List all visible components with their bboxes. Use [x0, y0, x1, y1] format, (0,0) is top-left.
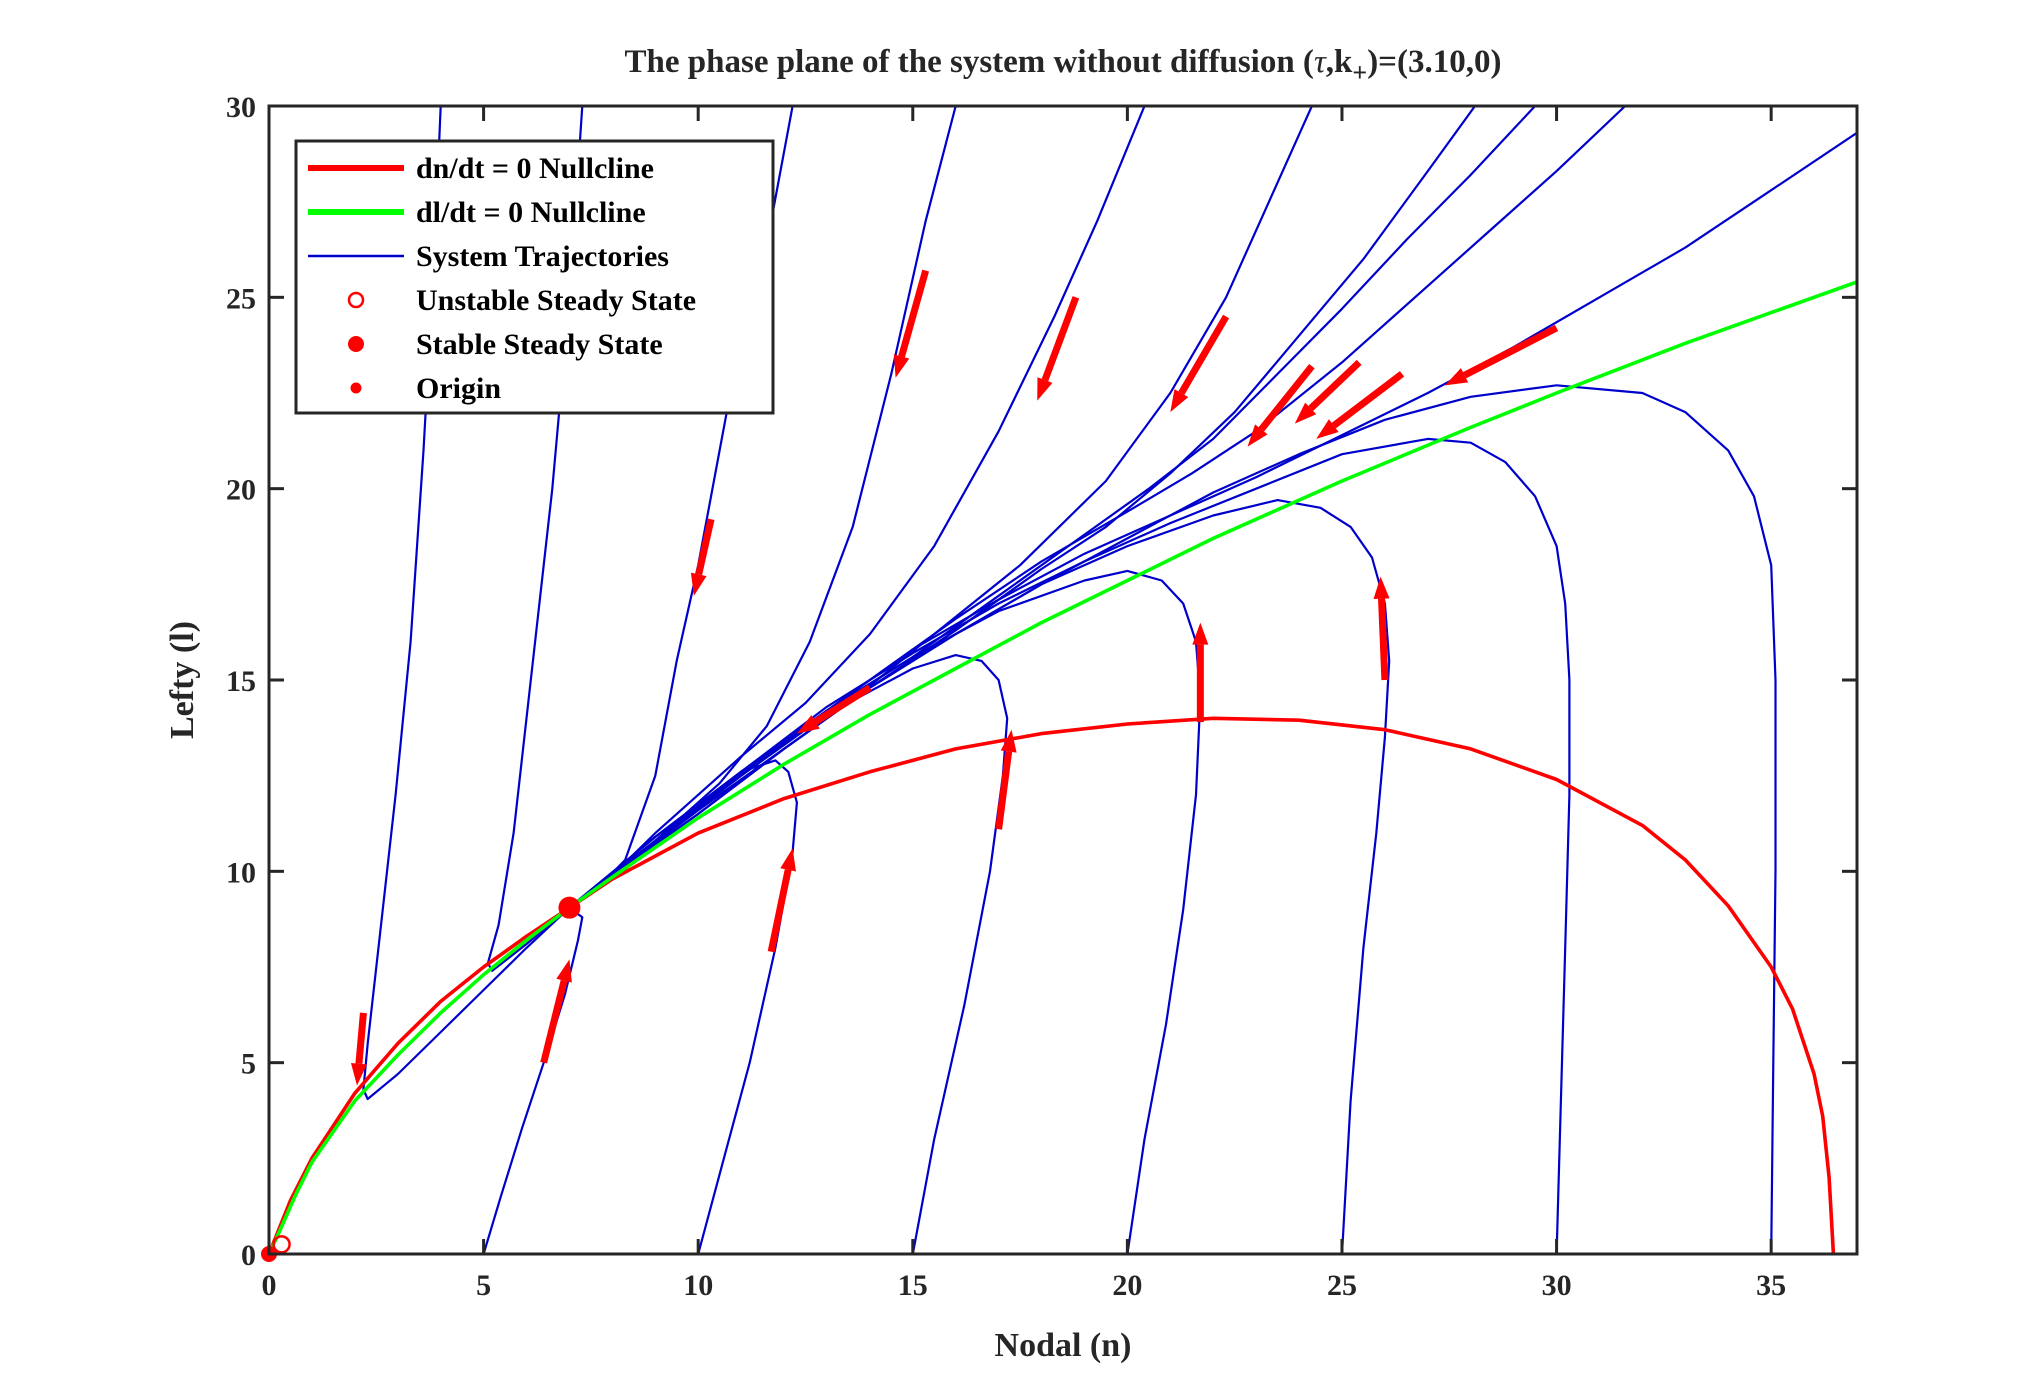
- legend-label: dl/dt = 0 Nullcline: [416, 196, 646, 229]
- direction-arrow-7: [1037, 296, 1080, 401]
- trajectory-13: [568, 499, 1391, 1254]
- x-tick-label: 10: [683, 1269, 713, 1302]
- trajectory-5: [568, 106, 1146, 909]
- legend-entry-6: Origin: [350, 372, 501, 405]
- x-tick-label: 20: [1112, 1269, 1142, 1302]
- x-tick-label: 30: [1542, 1269, 1572, 1302]
- trajectory-16: [568, 759, 798, 1254]
- legend-entry-1: dn/dt = 0 Nullcline: [308, 152, 654, 185]
- y-tick-label: 15: [226, 665, 256, 698]
- x-tick-label: 25: [1327, 1269, 1357, 1302]
- direction-arrow-6: [995, 729, 1017, 830]
- trajectory-15: [568, 654, 1009, 1254]
- x-tick-label: 15: [898, 1269, 928, 1302]
- y-tick-label: 20: [226, 474, 256, 507]
- direction-arrow-3: [690, 518, 715, 596]
- direction-arrow-14: [1316, 371, 1405, 439]
- direction-arrow-12: [1247, 364, 1315, 447]
- y-tick-label: 30: [226, 91, 256, 124]
- y-tick-label: 0: [241, 1239, 256, 1272]
- legend-entry-4: Unstable Steady State: [347, 284, 696, 317]
- direction-arrow-4: [767, 848, 796, 953]
- dn-dt-nullcline: [269, 716, 1836, 1254]
- legend-entry-5: Stable Steady State: [348, 328, 663, 361]
- direction-arrow-8: [796, 684, 872, 734]
- x-tick-label: 5: [476, 1269, 491, 1302]
- legend: dn/dt = 0 Nullcline dl/dt = 0 Nullcline Sy…: [294, 139, 775, 415]
- legend-entry-3: System Trajectories: [308, 240, 669, 273]
- legend-label: Stable Steady State: [416, 328, 663, 361]
- legend-swatch-open-circle: [347, 291, 365, 309]
- direction-arrow-9: [1192, 622, 1209, 723]
- trajectory-12: [568, 437, 1571, 1254]
- legend-label: Origin: [416, 372, 501, 405]
- axes: 0 5 10 15 20 25 30 35 0 5 10 15 20 25 30: [226, 91, 1859, 1302]
- y-tick-label: 10: [226, 856, 256, 889]
- x-axis-label: Nodal (n): [995, 1327, 1132, 1364]
- y-tick-label: 5: [241, 1048, 256, 1081]
- direction-arrow-2: [540, 959, 572, 1064]
- x-tick-label: 0: [262, 1269, 277, 1302]
- unstable-steady-state-marker: [272, 1235, 291, 1254]
- direction-arrow-13: [1294, 359, 1362, 424]
- trajectory-14: [568, 569, 1202, 1254]
- stable-steady-state-marker: [558, 896, 581, 919]
- legend-swatch-dot: [350, 382, 362, 394]
- direction-arrow-10: [1170, 314, 1230, 413]
- chart-title: The phase plane of the system without di…: [625, 44, 1502, 87]
- direction-arrow-1: [350, 1012, 367, 1086]
- trajectory-7: [568, 106, 1476, 909]
- legend-entry-2: dl/dt = 0 Nullcline: [308, 196, 646, 229]
- direction-arrow-11: [1373, 576, 1390, 681]
- direction-arrow-5: [893, 269, 930, 378]
- legend-swatch-filled-circle: [348, 336, 364, 352]
- dl-dt-nullcline: [269, 280, 1857, 1254]
- y-tick-label: 25: [226, 282, 256, 315]
- legend-label: Unstable Steady State: [416, 284, 696, 317]
- legend-box: [294, 139, 775, 415]
- legend-label: System Trajectories: [416, 240, 669, 273]
- x-tick-label: 35: [1756, 1269, 1786, 1302]
- legend-label: dn/dt = 0 Nullcline: [416, 152, 654, 185]
- direction-arrow-15: [1444, 324, 1559, 386]
- y-axis-label: Lefty (l): [164, 621, 201, 739]
